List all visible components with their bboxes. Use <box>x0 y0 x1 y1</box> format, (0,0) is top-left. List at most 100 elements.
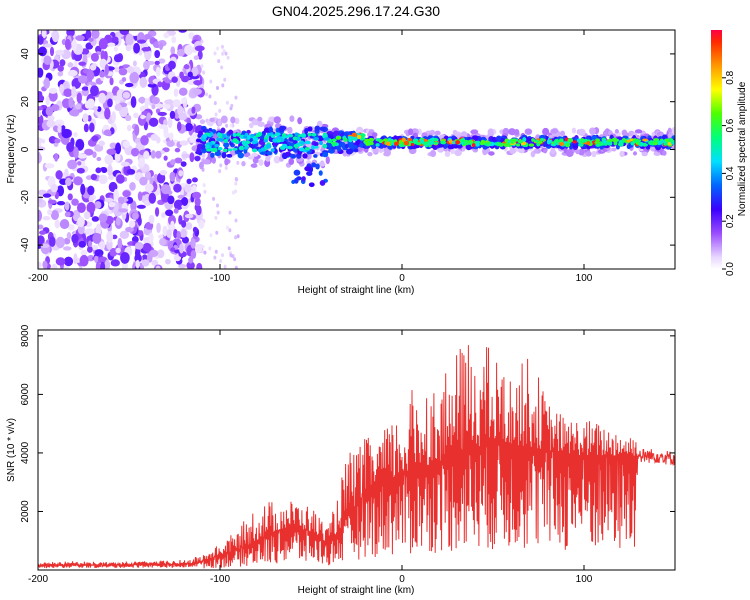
heatmap-cell <box>118 67 128 76</box>
heatmap-cell <box>614 129 619 134</box>
heatmap-cell <box>130 147 140 157</box>
heatmap-cell <box>59 59 66 67</box>
heatmap-cell <box>246 129 251 134</box>
heatmap-cell <box>162 225 168 237</box>
heatmap-cell <box>177 194 185 199</box>
heatmap-cell <box>313 136 320 141</box>
heatmap-cell <box>184 184 192 193</box>
heatmap-cell <box>138 157 145 167</box>
heatmap-cell <box>169 171 176 182</box>
heatmap-cell <box>193 55 200 61</box>
heatmap-cell <box>294 132 299 137</box>
heatmap-cell <box>179 71 184 79</box>
heatmap-cell <box>145 221 154 230</box>
heatmap-cell <box>293 169 301 176</box>
heatmap-cell <box>450 148 455 155</box>
heatmap-cell <box>241 161 246 167</box>
heatmap-cell <box>323 137 330 141</box>
heatmap-cell <box>234 95 238 100</box>
heatmap-cell <box>99 261 106 269</box>
heatmap-cell <box>607 141 613 146</box>
heatmap-cell <box>185 122 194 132</box>
snr-frame <box>37 329 676 571</box>
heatmap-cell <box>94 201 102 209</box>
heatmap-cell <box>237 152 245 159</box>
heatmap-cell <box>234 181 238 186</box>
heatmap-cell <box>589 127 596 136</box>
heatmap-cell <box>189 152 195 163</box>
heatmap-cell <box>235 177 239 182</box>
heatmap-cell <box>307 126 313 132</box>
heatmap-cell <box>55 236 65 249</box>
heatmap-cell <box>125 114 132 122</box>
y-tick-label: 4000 <box>20 441 31 464</box>
heatmap-cell <box>191 184 197 194</box>
heatmap-cell <box>302 153 308 159</box>
heatmap-cell <box>151 104 156 110</box>
heatmap-cell <box>649 140 654 145</box>
snr-x-axis-label: Height of straight line (km) <box>298 585 415 596</box>
heatmap-cell <box>480 139 486 145</box>
heatmap-cell <box>113 188 119 201</box>
heatmap-cell <box>353 148 359 153</box>
heatmap-cell <box>109 142 117 149</box>
heatmap-cell <box>509 148 517 154</box>
heatmap-cell <box>64 38 71 50</box>
heatmap-cell <box>63 88 73 97</box>
heatmap-cell <box>38 114 44 125</box>
heatmap-cell <box>200 64 204 69</box>
heatmap-cell <box>105 215 114 225</box>
heatmap-cell <box>81 86 90 91</box>
heatmap-cell <box>47 208 53 216</box>
heatmap-cell <box>488 151 495 156</box>
heatmap-cell <box>632 151 638 156</box>
heatmap-cell <box>215 203 219 208</box>
heatmap-cell <box>472 135 479 141</box>
heatmap-cell <box>497 142 502 146</box>
heatmap-cell <box>671 127 675 135</box>
heatmap-cell <box>444 151 451 157</box>
snr-y-ticks: 2000 4000 6000 8000 <box>20 324 675 523</box>
heatmap-cell <box>198 219 205 229</box>
heatmap-cell <box>285 151 291 157</box>
heatmap-cell <box>98 92 107 104</box>
heatmap-cell <box>67 193 73 201</box>
heatmap-cell <box>158 42 164 51</box>
heatmap-cell <box>130 96 137 108</box>
heatmap-cell <box>163 32 170 39</box>
heatmap-cell <box>260 147 266 152</box>
heatmap-cell <box>140 135 149 146</box>
heatmap-cell <box>106 231 114 243</box>
heatmap-cell <box>433 141 439 145</box>
heatmap-cell <box>78 75 88 84</box>
heatmap-cell <box>223 142 229 148</box>
heatmap-cell <box>641 151 648 157</box>
x-tick-label: -200 <box>28 273 48 284</box>
heatmap-cell <box>85 175 93 180</box>
heatmap-cell <box>170 159 176 166</box>
heatmap-cell <box>168 132 174 141</box>
heatmap-cell <box>199 119 206 125</box>
heatmap-cell <box>225 123 229 128</box>
heatmap-cell <box>351 132 358 138</box>
heatmap-cell <box>565 143 571 148</box>
heatmap-cell <box>115 142 122 155</box>
heatmap-cell <box>496 135 502 142</box>
heatmap-cell <box>50 184 58 193</box>
heatmap-cell <box>243 135 248 139</box>
heatmap-cell <box>104 64 109 76</box>
snr-x-ticks: -200 -100 0 100 <box>28 330 593 585</box>
heatmap-cell <box>251 152 259 157</box>
heatmap-cell <box>667 127 672 134</box>
colorbar-tick-label: 0.2 <box>725 214 736 228</box>
heatmap-cell <box>554 138 560 144</box>
heatmap-cell <box>73 176 83 186</box>
heatmap-cell <box>38 137 43 144</box>
heatmap-cell <box>171 35 177 44</box>
heatmap-cell <box>306 171 313 176</box>
heatmap-cell <box>144 97 149 110</box>
heatmap-cell <box>134 241 144 250</box>
heatmap-cell <box>43 77 50 89</box>
heatmap-cell <box>90 52 99 62</box>
heatmap-cell <box>86 201 96 214</box>
